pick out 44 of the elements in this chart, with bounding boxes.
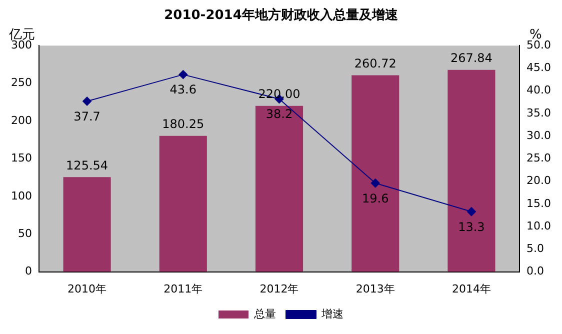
y-tick-label: 200 [10, 114, 32, 127]
chart-title: 2010-2014年地方财政收入总量及增速 [164, 7, 399, 24]
data-label: 125.54 [66, 158, 108, 172]
y-tick-label: 150 [10, 152, 32, 165]
y2-tick-label: 0.0 [526, 264, 544, 278]
point [370, 178, 380, 188]
data-label: 180.25 [162, 117, 204, 132]
bar [63, 177, 111, 272]
y2-tick-label: 5.0 [526, 242, 544, 256]
bar [255, 106, 304, 272]
y2-tick-label: 20.0 [526, 174, 552, 188]
bar [352, 75, 400, 272]
data-label: 267.84 [450, 50, 492, 65]
x-tick-label: 2012年 [260, 282, 299, 296]
data-label: 37.7 [74, 109, 100, 124]
x-tick-label: 2011年 [164, 282, 203, 296]
bar [159, 136, 207, 272]
y2-tick-label: 10.0 [526, 219, 552, 232]
y-tick-label: 250 [10, 76, 32, 90]
point [178, 70, 188, 80]
y2-tick-label: 35.0 [526, 106, 552, 120]
data-label: 220.00 [258, 87, 300, 102]
y2-tick-label: 45.0 [526, 61, 552, 74]
point [82, 96, 92, 106]
legend-label: 增速 [320, 307, 344, 320]
y-tick-label: 100 [10, 189, 32, 202]
data-label: 13.3 [458, 220, 485, 234]
y2-tick-label: 50.0 [526, 38, 552, 52]
x-tick-label: 2014年 [452, 282, 491, 296]
y2-tick-label: 15.0 [526, 196, 552, 210]
data-label: 19.6 [362, 191, 389, 206]
point [466, 207, 476, 216]
y2-tick-label: 40.0 [526, 84, 552, 97]
y-tick-label: 50 [18, 226, 32, 240]
bar [448, 70, 496, 272]
data-label: 38.2 [266, 107, 293, 122]
x-tick-label: 2010年 [68, 282, 107, 296]
legend-label: 总量 [253, 307, 276, 320]
y2-tick-label: 30.0 [526, 128, 552, 142]
data-label: 260.72 [354, 56, 396, 70]
x-tick-label: 2013年 [356, 282, 395, 296]
y2-tick-label: 25.0 [526, 152, 552, 165]
data-label: 43.6 [170, 82, 197, 97]
y-tick-label: 0 [24, 264, 32, 278]
